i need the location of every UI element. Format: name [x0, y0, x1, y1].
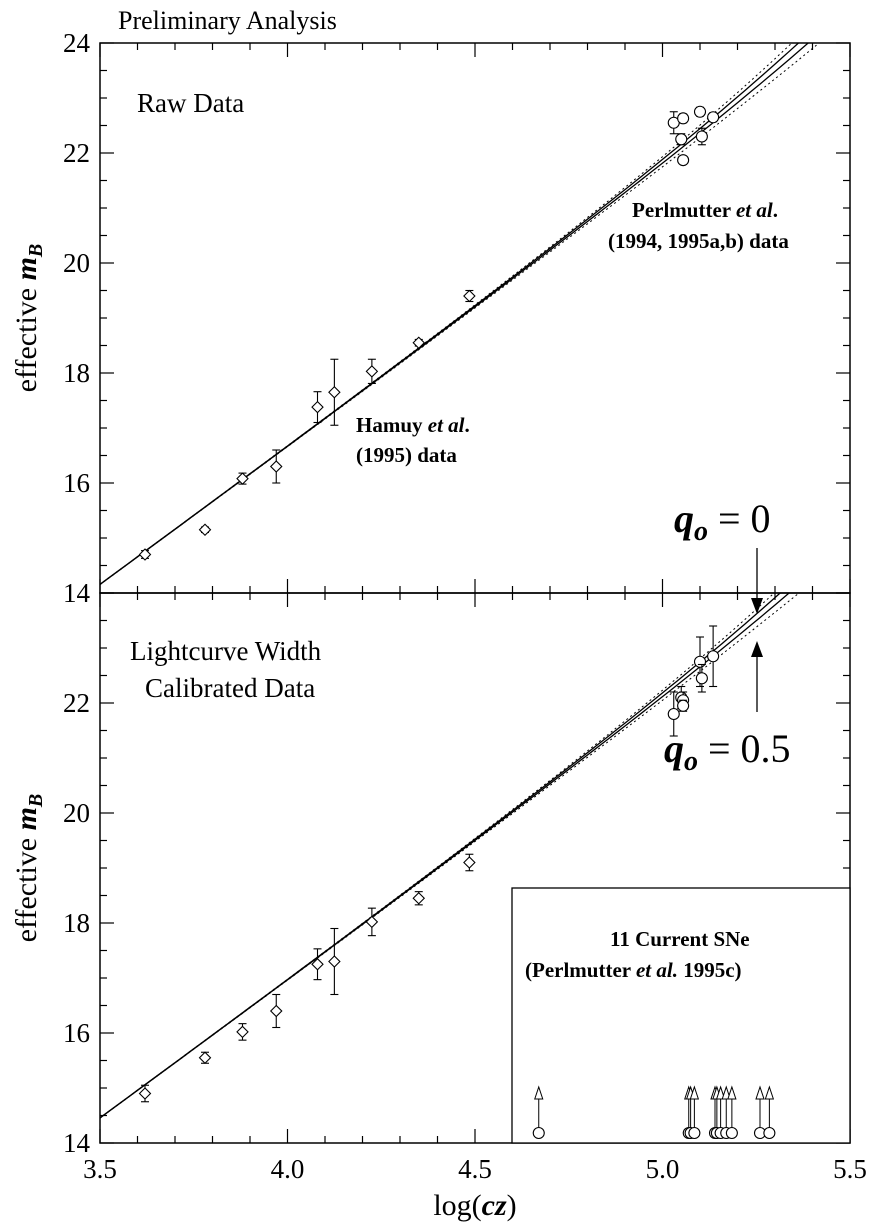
data-point-diamond: [365, 915, 379, 929]
data-point-circle: [693, 105, 707, 118]
lower-limit-arrowhead: [721, 1085, 731, 1100]
top-panel-label: Raw Data: [137, 88, 244, 118]
q05-arrow-head: [751, 641, 763, 657]
y-tick-label: 18: [63, 358, 90, 388]
y-tick-label: 18: [63, 908, 90, 938]
x-tick-label: 5.0: [646, 1154, 680, 1184]
x-tick-label: 4.0: [271, 1154, 305, 1184]
data-point-diamond: [236, 472, 249, 485]
q0-arrow-head: [751, 598, 763, 614]
q0-label: qo = 0: [674, 496, 771, 547]
data-point-diamond: [463, 289, 476, 303]
data-point-diamond: [311, 400, 324, 414]
y-tick-label: 14: [63, 1128, 91, 1158]
y-tick-label: 22: [63, 138, 90, 168]
lower-limit-arrowhead: [764, 1085, 775, 1100]
lower-limit-circle: [763, 1126, 776, 1140]
data-point-diamond: [198, 523, 212, 537]
data-point-diamond: [138, 1087, 152, 1100]
lower-limit-circle: [688, 1126, 701, 1140]
perlmutter-annotation-line2: (1994, 1995a,b) data: [608, 229, 789, 253]
data-point-diamond: [269, 460, 283, 473]
lower-limit-arrowhead: [689, 1085, 700, 1100]
top-y-axis-title: effective mB: [10, 244, 47, 393]
y-tick-label: 22: [63, 688, 90, 718]
lower-limit-circle: [532, 1126, 545, 1140]
model-curve-dotted: [100, 43, 793, 585]
x-tick-label: 4.5: [458, 1154, 492, 1184]
lower-limit-arrowhead: [727, 1085, 737, 1100]
x-axis-title: log(cz): [433, 1189, 516, 1222]
data-point-diamond: [328, 385, 341, 399]
data-point-circle: [677, 699, 690, 712]
data-point-diamond: [412, 891, 426, 905]
top-panel-ticks: [99, 42, 851, 594]
data-point-circle: [675, 133, 688, 146]
lower-limit-markers: [532, 1085, 776, 1140]
data-point-diamond: [198, 1051, 212, 1065]
figure-title: Preliminary Analysis: [118, 6, 337, 35]
top-panel: 14 16 18 20 22 24 Raw Data Hamuy et al. (1995…: [10, 28, 851, 608]
y-tick-label: 16: [63, 1018, 90, 1048]
inset-frame: [511, 887, 851, 1144]
bottom-panel-label-line1: Lightcurve Width: [130, 636, 322, 666]
bottom-panel-curves: [100, 593, 800, 1119]
data-point-circle: [695, 672, 708, 685]
bottom-panel: 14 16 18 20 22 3.5 4.0 4.5 5.0 5.5 Lightcurve Wi…: [10, 496, 867, 1222]
x-tick-label: 5.5: [833, 1154, 867, 1184]
model-curve-dotted: [100, 593, 800, 1119]
data-point-diamond: [328, 955, 341, 968]
bottom-panel-label-line2: Calibrated Data: [145, 673, 315, 703]
top-panel-y-tick-labels: 14 16 18 20 22 24: [63, 28, 91, 608]
y-tick-label: 20: [63, 248, 90, 278]
q05-label: qo = 0.5: [664, 726, 791, 777]
bottom-panel-points: [138, 625, 720, 1103]
data-point-diamond: [269, 1004, 283, 1018]
x-tick-labels: 3.5 4.0 4.5 5.0 5.5: [83, 1154, 867, 1184]
data-point-circle: [707, 111, 720, 124]
data-point-circle: [677, 112, 690, 125]
hamuy-annotation-line1: Hamuy et al.: [356, 413, 470, 437]
data-point-diamond: [365, 365, 379, 378]
data-point-diamond: [311, 957, 324, 971]
lower-limit-arrowhead: [534, 1085, 544, 1100]
data-point-circle: [693, 655, 707, 668]
lower-limit-circle: [725, 1126, 738, 1140]
inset-subtitle: (Perlmutter et al. 1995c): [525, 958, 742, 982]
data-point-circle: [677, 154, 690, 167]
perlmutter-annotation-line1: Perlmutter et al.: [632, 198, 778, 222]
y-tick-label: 20: [63, 798, 90, 828]
data-point-diamond: [463, 856, 476, 869]
model-curve-dotted: [100, 593, 775, 1119]
y-tick-label: 24: [63, 28, 91, 58]
data-point-diamond: [236, 1025, 249, 1039]
data-point-diamond: [138, 548, 152, 561]
data-point-diamond: [412, 336, 426, 350]
bottom-panel-y-tick-labels: 14 16 18 20 22: [63, 688, 91, 1158]
top-panel-curves: [100, 43, 820, 586]
data-point-circle: [667, 707, 680, 721]
hamuy-annotation-line2: (1995) data: [356, 443, 457, 467]
top-panel-points: [138, 105, 720, 561]
inset-title: 11 Current SNe: [610, 927, 750, 951]
y-tick-label: 16: [63, 468, 90, 498]
y-tick-label: 14: [63, 578, 91, 608]
current-sne-inset: 11 Current SNe (Perlmutter et al. 1995c): [511, 887, 851, 1144]
x-tick-label: 3.5: [83, 1154, 117, 1184]
model-curve-dotted: [100, 43, 820, 586]
lower-limit-arrowhead: [715, 1085, 726, 1100]
data-point-circle: [707, 650, 720, 663]
lower-limit-arrowhead: [755, 1085, 765, 1100]
bottom-y-axis-title: effective mB: [10, 794, 47, 943]
data-point-circle: [695, 130, 708, 143]
